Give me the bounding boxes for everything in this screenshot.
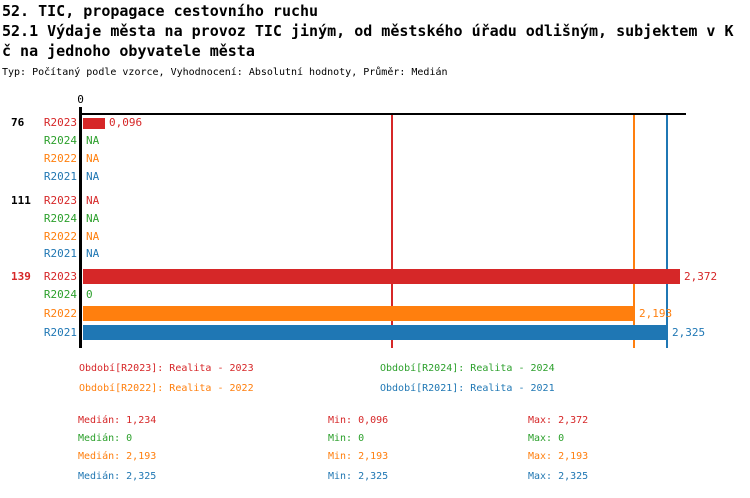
value-label-139-r2022: 2,193 (639, 307, 673, 320)
stat-max-r2022: Max: 2,193 (528, 451, 589, 462)
series-label-139-r2022: R2022 (43, 307, 77, 320)
bar-group-label-76: 76 (11, 116, 25, 129)
stat-median-r2022: Medián: 2,193 (78, 451, 157, 462)
series-label-76-r2024: R2024 (43, 134, 77, 147)
zero-value-label-139-r2024: 0 (86, 288, 93, 301)
chart-title-line1: 52. TIC, propagace cestovního ruchu (2, 2, 319, 20)
value-bar-139-r2022 (83, 306, 635, 321)
value-bar-139-r2021 (83, 325, 668, 340)
series-label-139-r2024: R2024 (43, 288, 77, 301)
stat-max-r2024: Max: 0 (528, 433, 565, 444)
series-label-111-r2024: R2024 (43, 212, 77, 225)
value-label-139-r2021: 2,325 (672, 326, 706, 339)
bar-group-label-111: 111 (11, 194, 31, 207)
series-label-111-r2023: R2023 (43, 194, 77, 207)
stat-min-r2022: Min: 2,193 (328, 451, 389, 462)
chart-title-line3: č na jednoho obyvatele města (2, 42, 255, 60)
na-label-111-r2024: NA (86, 212, 100, 225)
series-label-111-r2022: R2022 (43, 230, 77, 243)
na-label-111-r2023: NA (86, 194, 100, 207)
stat-min-r2023: Min: 0,096 (328, 415, 389, 426)
median-line-r2021 (666, 114, 668, 348)
bar-group-label-139: 139 (11, 270, 31, 283)
value-bar-139-r2023 (83, 269, 680, 284)
y-axis-line (79, 107, 82, 348)
series-label-111-r2021: R2021 (43, 247, 77, 260)
series-label-76-r2021: R2021 (43, 170, 77, 183)
stat-max-r2023: Max: 2,372 (528, 415, 589, 426)
stat-min-r2021: Min: 2,325 (328, 471, 389, 482)
x-axis-zero-tick-label: 0 (77, 93, 84, 106)
series-label-76-r2023: R2023 (43, 116, 77, 129)
chart-meta: Typ: Počítaný podle vzorce, Vyhodnocení:… (2, 67, 448, 78)
na-label-111-r2021: NA (86, 247, 100, 260)
median-line-r2023 (391, 114, 393, 348)
legend-item-r2022: Období[R2022]: Realita - 2022 (79, 383, 254, 394)
legend-item-r2023: Období[R2023]: Realita - 2023 (79, 363, 254, 374)
median-line-r2022 (633, 114, 635, 348)
na-label-76-r2024: NA (86, 134, 100, 147)
series-label-76-r2022: R2022 (43, 152, 77, 165)
legend-item-r2024: Období[R2024]: Realita - 2024 (380, 363, 555, 374)
stat-median-r2024: Medián: 0 (78, 433, 133, 444)
na-label-76-r2022: NA (86, 152, 100, 165)
value-label-139-r2023: 2,372 (684, 270, 718, 283)
value-bar-76-r2023 (83, 118, 105, 129)
chart-title-line2: 52.1 Výdaje města na provoz TIC jiným, o… (2, 22, 734, 40)
stat-max-r2021: Max: 2,325 (528, 471, 589, 482)
stat-min-r2024: Min: 0 (328, 433, 365, 444)
series-label-139-r2023: R2023 (43, 270, 77, 283)
na-label-111-r2022: NA (86, 230, 100, 243)
legend-item-r2021: Období[R2021]: Realita - 2021 (380, 383, 555, 394)
value-label-76-r2023: 0,096 (109, 116, 143, 129)
na-label-76-r2021: NA (86, 170, 100, 183)
x-axis-line (80, 113, 686, 115)
stat-median-r2021: Medián: 2,325 (78, 471, 157, 482)
series-label-139-r2021: R2021 (43, 326, 77, 339)
stat-median-r2023: Medián: 1,234 (78, 415, 157, 426)
